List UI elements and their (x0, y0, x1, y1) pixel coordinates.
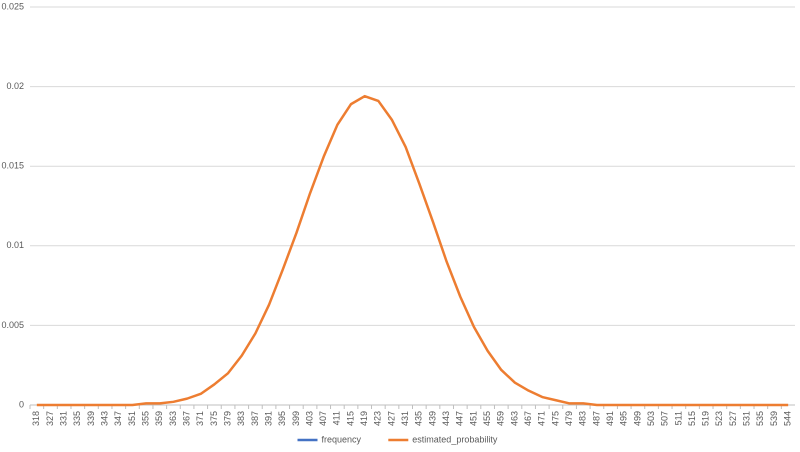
x-tick-label: 531 (742, 411, 752, 426)
x-tick-label: 411 (332, 411, 342, 425)
x-tick-label: 439 (427, 411, 437, 426)
x-tick-label: 419 (359, 411, 369, 426)
x-tick-label: 403 (304, 411, 314, 426)
y-tick-label: 0.005 (1, 320, 24, 330)
x-tick-label: 443 (441, 411, 451, 426)
x-tick-label: 379 (222, 411, 232, 426)
x-tick-label: 427 (386, 411, 396, 426)
x-tick-label: 435 (414, 411, 424, 426)
x-tick-label: 483 (578, 411, 588, 426)
x-tick-label: 363 (168, 411, 178, 426)
y-tick-label: 0.02 (6, 81, 24, 91)
y-tick-label: 0.015 (1, 161, 24, 171)
x-tick-label: 347 (113, 411, 123, 426)
x-tick-label: 491 (605, 411, 615, 426)
x-tick-label: 523 (714, 411, 724, 426)
x-tick-label: 407 (318, 411, 328, 426)
x-tick-label: 367 (181, 411, 191, 426)
x-tick-label: 527 (728, 411, 738, 426)
x-tick-label: 359 (154, 411, 164, 426)
x-tick-label: 471 (537, 411, 547, 426)
x-tick-label: 451 (468, 411, 478, 426)
x-tick-label: 431 (400, 411, 410, 426)
legend-label: frequency (322, 434, 362, 444)
x-tick-label: 495 (619, 411, 629, 426)
y-tick-label: 0.025 (1, 1, 24, 11)
x-tick-label: 455 (482, 411, 492, 426)
x-tick-label: 391 (263, 411, 273, 426)
x-tick-label: 544 (783, 411, 793, 426)
x-tick-label: 463 (509, 411, 519, 426)
x-tick-label: 343 (100, 411, 110, 426)
x-tick-label: 371 (195, 411, 205, 426)
x-tick-label: 331 (59, 411, 69, 426)
x-tick-label: 535 (755, 411, 765, 426)
line-series (36, 94, 789, 407)
x-tick-label: 447 (455, 411, 465, 426)
x-tick-label: 335 (72, 411, 82, 426)
x-tick-label: 339 (86, 411, 96, 426)
x-tick-label: 395 (277, 411, 287, 426)
x-tick-label: 355 (140, 411, 150, 426)
x-tick-label: 387 (250, 411, 260, 426)
x-tick-label: 475 (550, 411, 560, 426)
x-tick-label: 383 (236, 411, 246, 426)
x-tick-label: 487 (591, 411, 601, 426)
x-tick-label: 519 (701, 411, 711, 426)
legend-label: estimated_probability (412, 434, 498, 444)
x-tick-label: 327 (45, 411, 55, 426)
x-tick-label: 511 (673, 411, 683, 425)
x-tick-label: 515 (687, 411, 697, 426)
x-tick-label: 503 (646, 411, 656, 426)
x-tick-label: 499 (632, 411, 642, 426)
x-tick-label: 467 (523, 411, 533, 426)
x-tick-label: 318 (31, 411, 41, 426)
x-tick-label: 507 (660, 411, 670, 426)
x-tick-label: 375 (209, 411, 219, 426)
y-tick-label: 0.01 (6, 240, 24, 250)
x-tick-label: 415 (345, 411, 355, 426)
x-tick-label: 351 (127, 411, 137, 426)
y-tick-label: 0 (19, 399, 24, 409)
x-tick-label: 459 (496, 411, 506, 426)
x-tick-label: 479 (564, 411, 574, 426)
x-tick-label: 423 (373, 411, 383, 426)
x-tick-label: 539 (769, 411, 779, 426)
x-tick-label: 399 (291, 411, 301, 426)
